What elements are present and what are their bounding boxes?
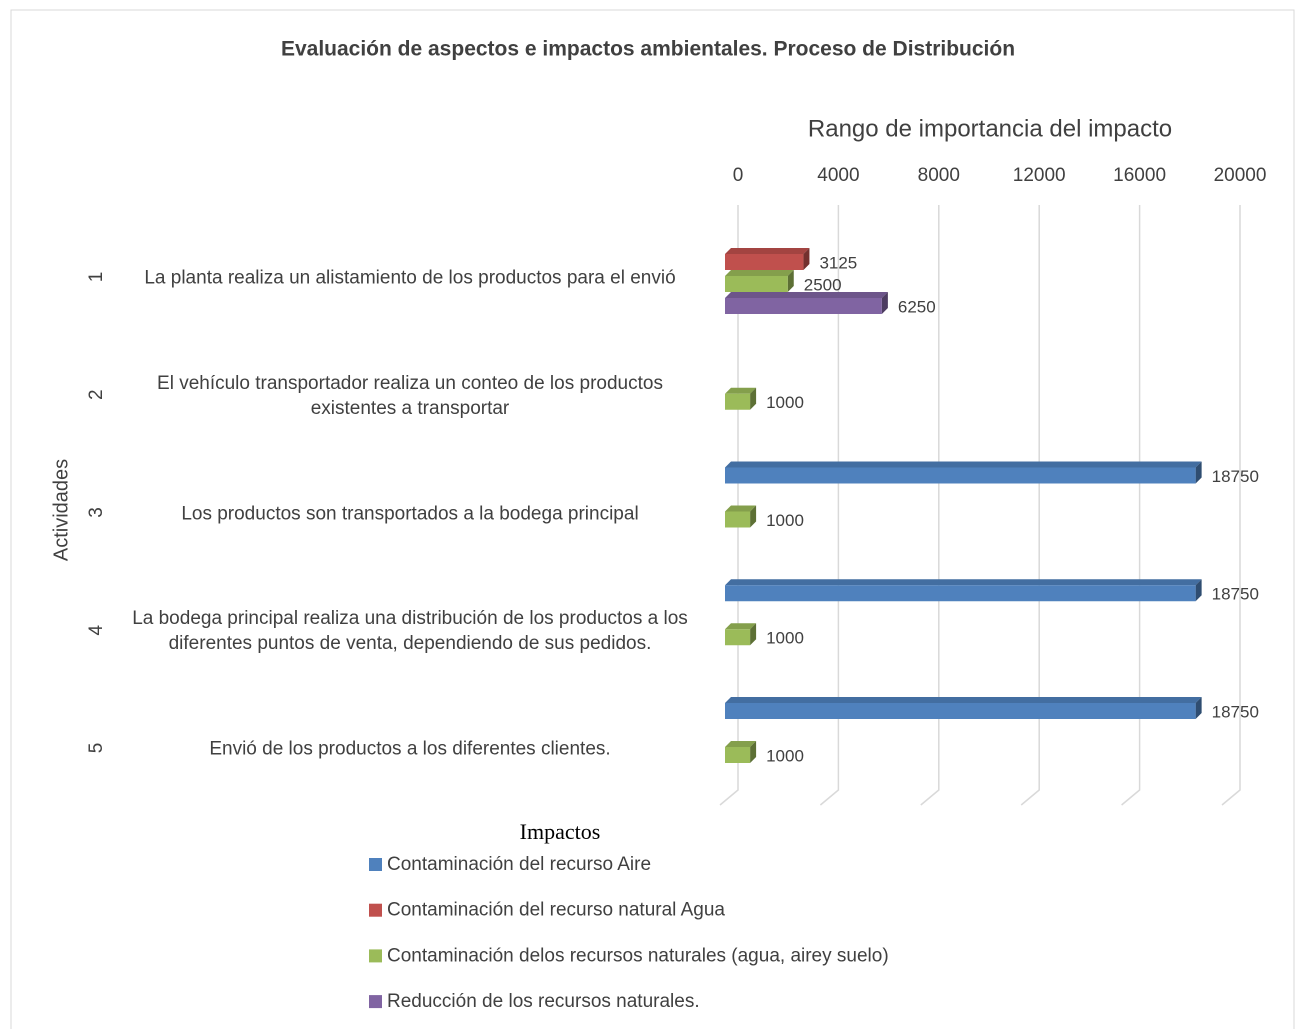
chart-title: Evaluación de aspectos e impactos ambien… [281, 38, 1015, 61]
category-group-label: 3 [86, 507, 107, 518]
bar-front [725, 629, 751, 646]
x-tick-label: 4000 [817, 165, 859, 186]
bar [725, 461, 1202, 484]
bar-top [725, 461, 1202, 468]
category-label: La planta realiza un alistamiento de los… [144, 267, 676, 289]
category-label: El vehículo transportador realiza un con… [157, 372, 663, 419]
bar-front [725, 511, 751, 528]
legend-label: Reducción de los recursos naturales. [387, 991, 700, 1012]
bar-top [725, 623, 757, 630]
bar-top [725, 248, 810, 254]
category-group-label: 1 [86, 272, 107, 283]
x-tick-label: 12000 [1013, 165, 1066, 186]
category-group-label: 2 [86, 389, 107, 400]
bar-side [881, 292, 888, 314]
value-label: 6250 [898, 297, 936, 316]
grid-line [1020, 205, 1040, 806]
bar-front [725, 703, 1196, 719]
bar-front [725, 585, 1196, 602]
bar [725, 505, 757, 528]
x-tick-label: 20000 [1214, 165, 1267, 186]
bar-top [725, 387, 757, 394]
bar-front [725, 276, 788, 292]
bar [725, 579, 1202, 602]
bar-top [725, 741, 757, 747]
bar [725, 248, 810, 270]
x-tick-label: 16000 [1113, 165, 1166, 186]
bar [725, 387, 757, 410]
bar-front [725, 298, 882, 314]
value-label: 2500 [804, 275, 842, 294]
value-label: 1000 [766, 511, 804, 530]
bar [725, 623, 757, 646]
bar-front [725, 747, 751, 763]
bar [725, 270, 794, 292]
value-label: 18750 [1212, 467, 1259, 486]
bar-top [725, 697, 1202, 703]
legend-swatch [369, 995, 382, 1009]
legend-label: Contaminación delos recursos naturales (… [387, 945, 889, 966]
legend-label: Contaminación del recurso Aire [387, 854, 651, 875]
bar-front [725, 254, 804, 270]
value-label: 18750 [1212, 702, 1259, 721]
bar-side [1195, 461, 1202, 484]
legend-swatch [369, 858, 382, 871]
x-axis-label: Rango de importancia del impacto [808, 115, 1172, 142]
category-group-label: 4 [86, 625, 107, 636]
value-label: 1000 [766, 393, 804, 412]
bar-side [750, 505, 757, 528]
legend-swatch [369, 949, 382, 963]
value-label: 1000 [766, 746, 804, 765]
grid-line [920, 205, 940, 806]
bar [725, 741, 757, 763]
chart-border [10, 9, 1295, 1029]
bar [725, 292, 888, 314]
x-tick-label: 0 [733, 165, 744, 186]
bar [725, 697, 1202, 719]
bar-side [1195, 579, 1202, 602]
bar-side [1195, 697, 1202, 719]
value-label: 18750 [1212, 585, 1259, 604]
legend-label: Contaminación del recurso natural Agua [387, 900, 725, 921]
category-label: La bodega principal realiza una distribu… [132, 608, 688, 655]
grid-line [1221, 205, 1241, 806]
category-label: Envió de los productos a los diferentes … [209, 738, 611, 760]
bar-front [725, 393, 751, 410]
category-label: Los productos son transportados a la bod… [181, 503, 639, 524]
bar-side [787, 270, 794, 292]
category-group-label: 5 [86, 743, 107, 754]
bar-side [750, 741, 757, 763]
bar-top [725, 292, 888, 298]
grid-line [819, 205, 840, 806]
bar-side [750, 623, 757, 646]
grid-line [1121, 205, 1141, 806]
bar-side [750, 387, 757, 410]
x-tick-label: 8000 [918, 165, 960, 186]
legend-title: Impactos [520, 819, 601, 844]
bar-top [725, 579, 1202, 586]
y-axis-label: Actividades [50, 459, 72, 561]
value-label: 3125 [819, 253, 857, 272]
bar-side [803, 248, 810, 270]
legend-swatch [369, 903, 382, 917]
bar-front [725, 467, 1196, 484]
bar-top [725, 505, 757, 512]
value-label: 1000 [766, 629, 804, 648]
bar-top [725, 270, 794, 276]
